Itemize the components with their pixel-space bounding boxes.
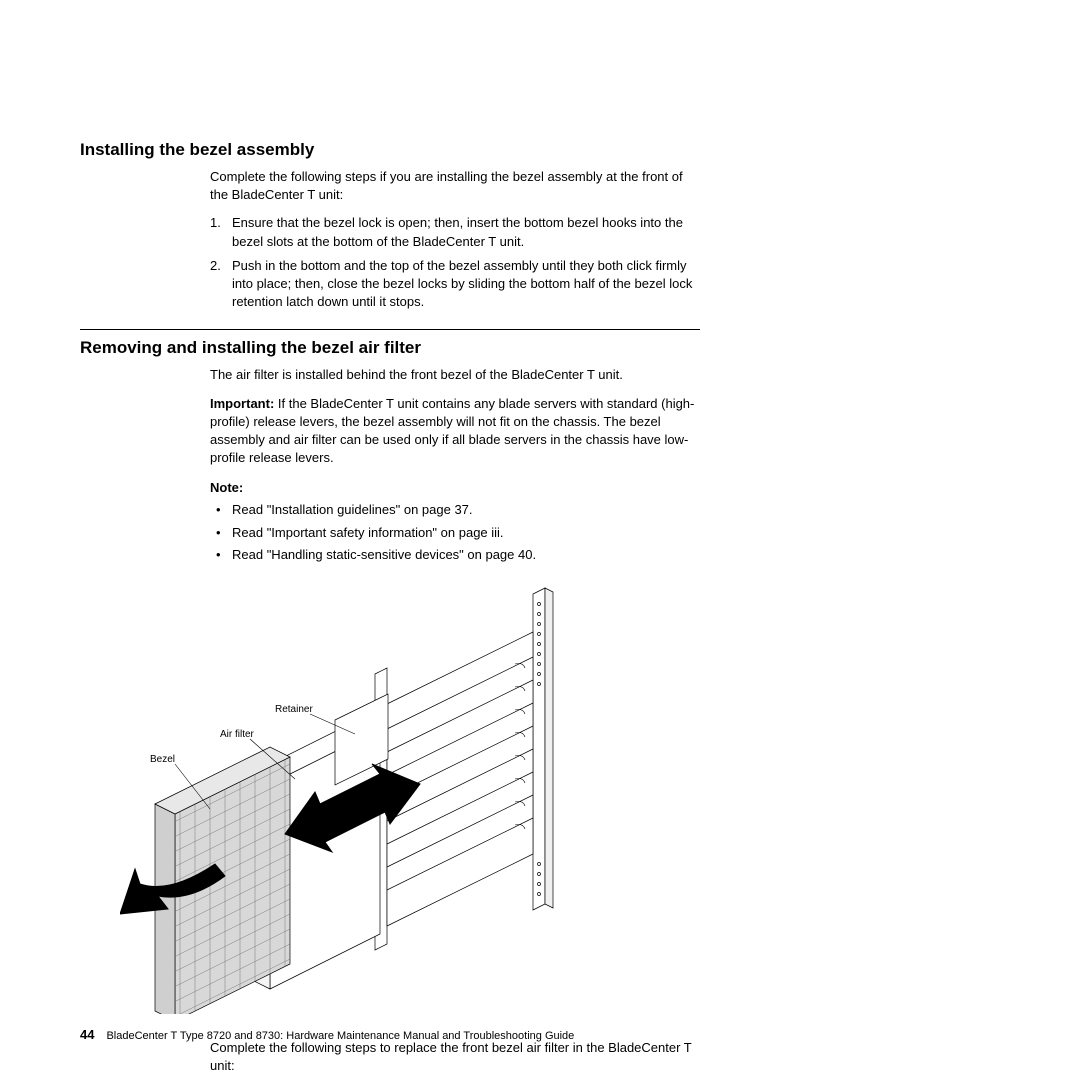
important-note: Important: If the BladeCenter T unit con… [210,395,700,468]
callout-retainer: Retainer [275,704,313,715]
important-text: If the BladeCenter T unit contains any b… [210,396,694,466]
callout-air-filter: Air filter [220,729,255,740]
note-item: Read "Important safety information" on p… [210,524,700,542]
section2-intro: The air filter is installed behind the f… [210,366,700,384]
note-item: Read "Handling static-sensitive devices"… [210,546,700,564]
important-label: Important: [210,396,274,411]
step2: Push in the bottom and the top of the be… [210,257,700,312]
section1-intro: Complete the following steps if you are … [210,168,700,204]
footer-title: BladeCenter T Type 8720 and 8730: Hardwa… [106,1030,574,1042]
note-list: Read "Installation guidelines" on page 3… [210,501,700,564]
note-item: Read "Installation guidelines" on page 3… [210,501,700,519]
section2-closing: Complete the following steps to replace … [210,1039,700,1075]
callout-bezel: Bezel [150,754,175,765]
page-footer: 44 BladeCenter T Type 8720 and 8730: Hard… [80,1027,574,1042]
step1: Ensure that the bezel lock is open; then… [210,214,700,250]
section-divider [80,329,700,330]
note-label: Note: [210,479,700,497]
section1-heading: Installing the bezel assembly [80,140,700,160]
page-number: 44 [80,1027,94,1042]
technical-illustration: Retainer Air filter Bezel [120,584,700,1019]
section1-steps: Ensure that the bezel lock is open; then… [210,214,700,311]
section2-heading: Removing and installing the bezel air fi… [80,338,700,358]
